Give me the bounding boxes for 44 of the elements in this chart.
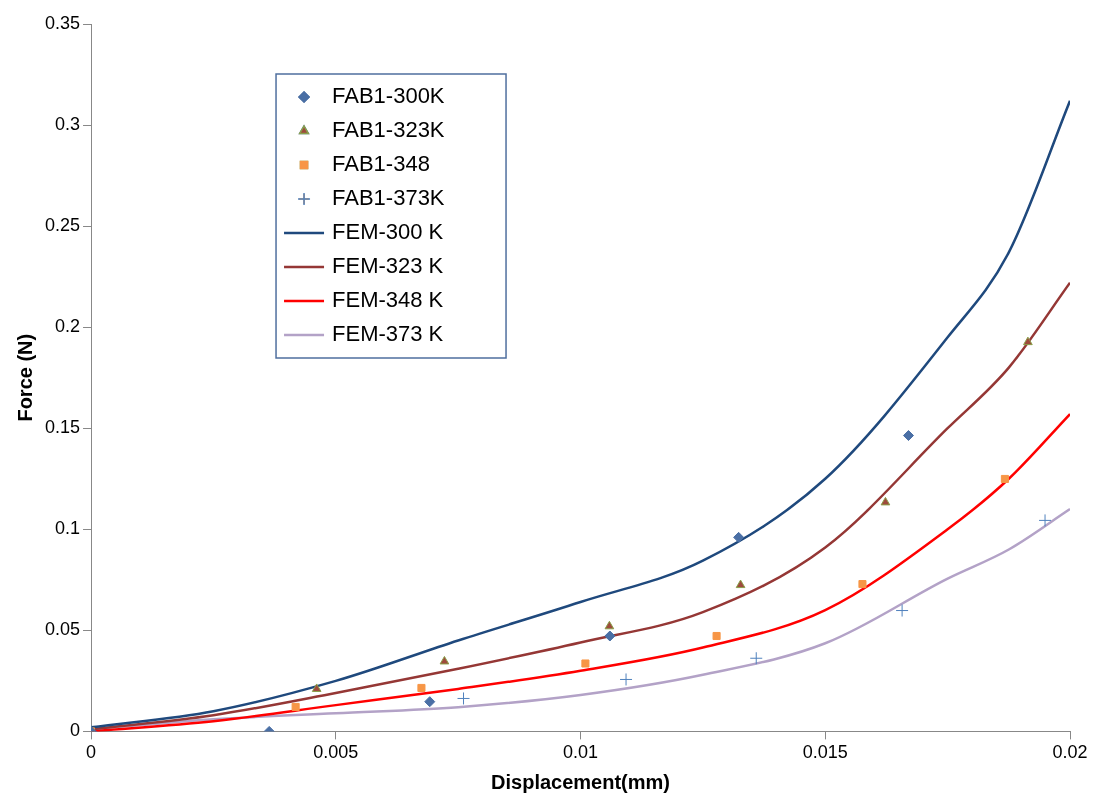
legend-label: FAB1-300K — [332, 83, 445, 109]
legend-label: FAB1-323K — [332, 117, 445, 143]
point — [1000, 474, 1009, 483]
point — [749, 651, 763, 665]
y-tick-label: 0.05 — [44, 619, 81, 640]
x-tick-label: 0 — [86, 742, 97, 763]
legend-label: FEM-300 K — [332, 219, 444, 245]
point — [581, 659, 590, 668]
y-tick-label: 0.3 — [55, 114, 81, 135]
legend-label: FEM-348 K — [332, 287, 444, 313]
point — [604, 630, 616, 642]
x-tick-label: 0.02 — [1052, 742, 1088, 763]
legend-label: FEM-373 K — [332, 321, 444, 347]
point — [457, 691, 471, 705]
legend-label: FAB1-348 — [332, 151, 430, 177]
x-axis-title: Displacement(mm) — [491, 770, 670, 793]
x-tick-label: 0.015 — [802, 742, 848, 763]
point — [1023, 336, 1033, 346]
x-tick-label: 0.01 — [562, 742, 599, 763]
y-tick-label: 0.15 — [44, 417, 81, 438]
point — [619, 672, 633, 686]
y-tick-label: 0 — [70, 720, 81, 741]
y-tick-label: 0.2 — [55, 316, 81, 337]
y-tick-label: 0.1 — [55, 518, 81, 539]
point — [858, 580, 867, 589]
point — [712, 631, 721, 641]
point — [311, 683, 322, 692]
y-tick-label: 0.35 — [44, 12, 81, 33]
point — [417, 683, 426, 692]
point — [902, 430, 914, 442]
point — [735, 579, 746, 589]
point — [895, 604, 909, 618]
point — [439, 655, 450, 665]
legend-label: FEM-323 K — [332, 253, 444, 279]
y-axis-title: Force (N) — [13, 333, 36, 422]
point — [604, 620, 615, 630]
y-tick-label: 0.25 — [44, 215, 81, 236]
point — [880, 496, 891, 506]
point — [291, 702, 300, 711]
point — [424, 696, 436, 708]
x-tick-label: 0.005 — [313, 742, 359, 763]
point — [733, 531, 745, 543]
point — [1038, 513, 1052, 527]
legend-label: FAB1-373K — [332, 185, 445, 211]
